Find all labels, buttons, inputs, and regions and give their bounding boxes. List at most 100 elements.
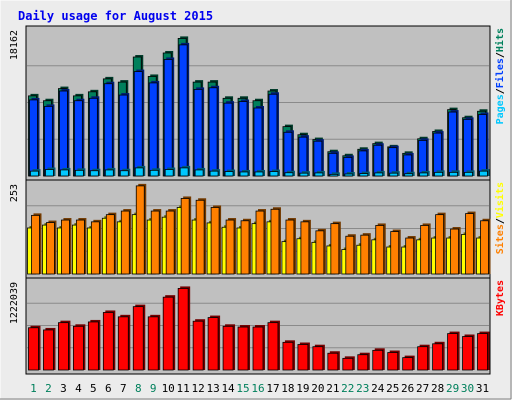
files-bar <box>298 136 308 177</box>
pages-bar <box>119 170 129 177</box>
legend-files: Files <box>494 58 506 88</box>
legend-hits: Hits <box>494 28 506 52</box>
kbytes-bar <box>222 325 234 371</box>
pages-bar <box>299 172 309 177</box>
pages-bar <box>314 172 324 177</box>
kbytes-bar <box>402 357 414 371</box>
sites-bar <box>390 231 400 275</box>
day-label: 7 <box>120 382 127 395</box>
pages-bar <box>239 171 249 177</box>
sites-bar <box>330 223 340 275</box>
day-label: 8 <box>135 382 142 395</box>
graph-panels: 18162Pages/Files/Hits253Sites/Visits1222… <box>9 25 506 375</box>
files-bar <box>223 102 233 177</box>
sites-bar <box>255 210 265 275</box>
sites-bar <box>90 221 100 275</box>
sites-bar <box>210 207 220 275</box>
sites-bar <box>105 214 115 275</box>
sites-bar <box>75 219 85 275</box>
kbytes-bar <box>282 341 294 371</box>
files-bar <box>433 132 443 177</box>
pages-bar <box>209 170 219 177</box>
pages-bar <box>194 169 204 177</box>
legend-kbytes: KBytes <box>495 280 506 316</box>
day-label: 9 <box>150 382 157 395</box>
legend: Pages/Files/Hits <box>494 28 506 124</box>
kbytes-bar <box>312 346 324 371</box>
files-bar <box>29 99 38 177</box>
sites-bar <box>180 198 190 275</box>
kbytes-bar <box>417 346 429 371</box>
sites-bar <box>225 219 235 275</box>
sites-visits-panel: 253 Sites/Visits <box>9 179 506 279</box>
files-bar <box>478 114 487 177</box>
day-label: 20 <box>311 382 324 395</box>
pages-bar <box>464 171 473 177</box>
sites-bar <box>375 225 385 275</box>
legend-sites: Sites <box>494 224 506 254</box>
legend: KBytes <box>495 280 506 316</box>
files-bar <box>163 59 173 177</box>
pages-bar <box>104 169 114 177</box>
pages-bar <box>479 170 488 177</box>
sites-bar <box>435 214 445 275</box>
day-label: 6 <box>105 382 112 395</box>
day-label: 17 <box>266 382 279 395</box>
legend-separator: / <box>495 52 506 58</box>
kbytes-bar <box>102 312 114 371</box>
sites-bar <box>420 225 430 275</box>
pages-bar <box>224 171 234 177</box>
pages-bar <box>419 172 429 177</box>
day-label: 1 <box>30 382 37 395</box>
pages-bar <box>359 173 369 177</box>
day-axis-labels: 1 2 3 4 5 6 7 8 9 10 11 12 13 14 15 16 17 18 19 20 21 22 23 24 2… <box>30 382 489 395</box>
files-bar <box>73 100 83 177</box>
day-label: 24 <box>371 382 385 395</box>
legend-visits: Visits <box>494 182 506 218</box>
day-label: 21 <box>326 382 339 395</box>
kbytes-bar <box>387 352 399 371</box>
pages-bar <box>254 171 264 177</box>
graph-title: Daily usage for August 2015 <box>18 9 213 23</box>
files-bar <box>283 131 293 177</box>
day-label: 27 <box>416 382 429 395</box>
day-label: 14 <box>221 382 235 395</box>
kbytes-bar <box>177 288 189 371</box>
sites-bar <box>165 210 175 275</box>
y-max-label: 18162 <box>9 30 20 60</box>
legend-separator: / <box>495 218 506 224</box>
kbytes-bar <box>327 352 339 371</box>
files-bar <box>103 83 113 177</box>
legend-pages: Pages <box>495 94 506 124</box>
kbytes-bar <box>432 343 444 371</box>
kbytes-bar <box>372 349 384 371</box>
files-bar <box>88 97 98 177</box>
pages-bar <box>89 170 99 177</box>
kbytes-bar <box>117 316 129 371</box>
sites-bar <box>240 220 250 275</box>
sites-bar <box>450 228 459 275</box>
files-bar <box>44 105 53 177</box>
kbytes-bar <box>147 316 159 371</box>
day-label: 13 <box>206 382 219 395</box>
kbytes-bar <box>43 329 54 371</box>
day-label: 11 <box>177 382 190 395</box>
kbytes-bar <box>342 357 354 371</box>
kbytes-bar <box>357 354 369 371</box>
sites-bar <box>31 214 40 275</box>
kbytes-bar <box>207 317 219 371</box>
pages-bar <box>179 167 189 177</box>
files-bar <box>448 111 457 177</box>
day-label: 4 <box>75 382 82 395</box>
pages-bar <box>374 172 384 177</box>
kbytes-bar <box>87 321 99 371</box>
files-bar <box>148 82 158 177</box>
y-max-label: 1222039 <box>9 282 20 324</box>
pages-bar <box>284 172 294 177</box>
kbytes-bar <box>162 296 174 371</box>
kbytes-bar <box>267 322 279 371</box>
day-label: 5 <box>90 382 97 395</box>
